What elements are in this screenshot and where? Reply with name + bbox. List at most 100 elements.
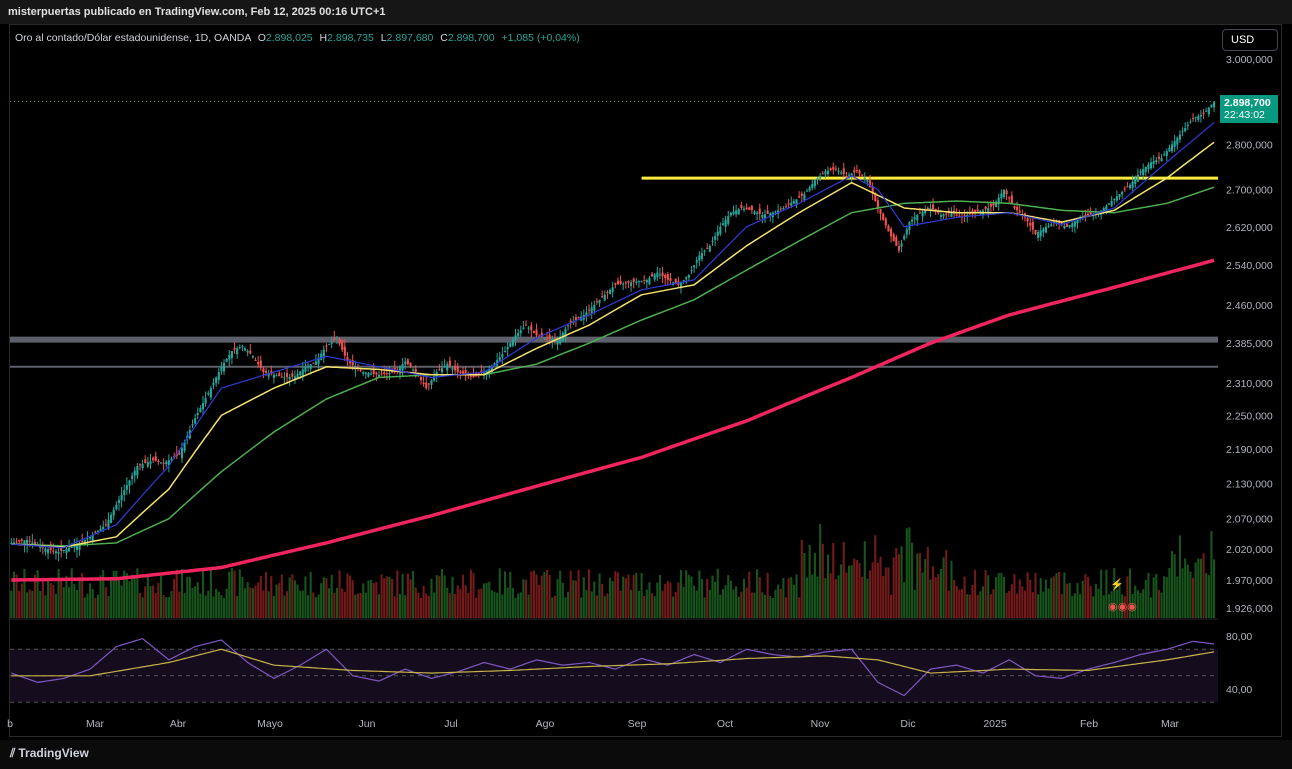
price-axis-label: 2.540,000 bbox=[1226, 260, 1273, 272]
candle-body bbox=[280, 376, 283, 378]
volume-bar bbox=[217, 591, 220, 618]
candle-body bbox=[832, 166, 835, 170]
volume-bar bbox=[23, 568, 26, 618]
candle-body bbox=[78, 542, 81, 550]
volume-bar bbox=[467, 592, 470, 618]
volume-bar bbox=[96, 594, 100, 618]
candle-body bbox=[414, 368, 417, 373]
volume-bar bbox=[1126, 576, 1129, 618]
volume-bar bbox=[695, 590, 698, 618]
last-price: 2.898,700 bbox=[1224, 97, 1271, 109]
volume-bar bbox=[645, 589, 648, 618]
us-flag-events-icon[interactable]: ◉◉◉ bbox=[1108, 601, 1137, 613]
candle-body bbox=[75, 544, 79, 551]
volume-bar bbox=[283, 595, 286, 618]
candle-body bbox=[165, 461, 168, 465]
volume-bar bbox=[120, 585, 123, 618]
candle-body bbox=[1170, 144, 1174, 152]
candle-body bbox=[1013, 206, 1016, 209]
volume-bar bbox=[981, 586, 985, 618]
volume-bar bbox=[503, 571, 507, 618]
volume-bar bbox=[207, 590, 210, 618]
high-key: H bbox=[319, 32, 328, 44]
volume-bar bbox=[304, 576, 307, 618]
currency-button[interactable]: USD bbox=[1222, 29, 1278, 51]
volume-bar bbox=[819, 524, 822, 618]
candle-body bbox=[162, 462, 165, 464]
volume-bar bbox=[451, 576, 454, 618]
candle-body bbox=[1136, 174, 1139, 182]
candle-body bbox=[456, 366, 459, 373]
candle-body bbox=[70, 546, 73, 548]
volume-bar bbox=[26, 592, 29, 618]
volume-bar bbox=[1081, 580, 1084, 618]
volume-bar bbox=[989, 594, 992, 618]
volume-bar bbox=[651, 593, 654, 618]
volume-bar bbox=[511, 588, 514, 618]
candle-body bbox=[1155, 160, 1158, 163]
volume-bar bbox=[519, 592, 522, 618]
volume-bar bbox=[721, 588, 725, 618]
candle-body bbox=[937, 211, 940, 214]
volume-bar bbox=[866, 578, 869, 618]
time-axis-label: Dic bbox=[900, 718, 915, 730]
candle-body bbox=[569, 320, 572, 324]
candle-body bbox=[876, 200, 879, 209]
volume-bar bbox=[1131, 594, 1134, 618]
volume-bar bbox=[47, 578, 50, 618]
candle-body bbox=[1213, 101, 1216, 108]
volume-bar bbox=[170, 591, 173, 618]
candle-body bbox=[380, 373, 383, 375]
candle-body bbox=[1184, 127, 1187, 132]
volume-bar bbox=[548, 574, 551, 618]
time-axis-label: b bbox=[7, 718, 13, 730]
candle-body bbox=[199, 408, 202, 413]
tradingview-logo[interactable]: ⫽ TradingView bbox=[10, 746, 89, 761]
volume-bar bbox=[803, 552, 806, 618]
volume-bar bbox=[1202, 553, 1205, 618]
candle-body bbox=[133, 470, 136, 476]
volume-bar bbox=[740, 591, 743, 618]
volume-bar bbox=[735, 586, 738, 618]
candle-body bbox=[401, 364, 404, 371]
volume-bar bbox=[971, 585, 974, 618]
volume-bar bbox=[861, 576, 864, 618]
volume-bar bbox=[401, 573, 404, 618]
time-axis-label: Nov bbox=[811, 718, 830, 730]
volume-bar bbox=[259, 575, 262, 618]
candle-body bbox=[307, 365, 310, 367]
candle-body bbox=[107, 519, 110, 530]
low-key: L bbox=[380, 32, 387, 44]
volume-bar bbox=[75, 590, 79, 618]
volume-bar bbox=[107, 595, 110, 618]
volume-bar bbox=[950, 560, 953, 618]
candle-body bbox=[477, 373, 480, 375]
volume-bar bbox=[637, 590, 640, 618]
volume-bar bbox=[545, 569, 549, 618]
candle-body bbox=[955, 214, 958, 216]
volume-bar bbox=[1147, 572, 1150, 618]
candle-body bbox=[1018, 210, 1021, 213]
candle-body bbox=[574, 317, 577, 321]
candle-body bbox=[1065, 223, 1069, 227]
bar-countdown: 22:43:02 bbox=[1224, 109, 1265, 121]
volume-bar bbox=[582, 577, 585, 618]
candle-body bbox=[900, 243, 903, 247]
volume-bar bbox=[165, 597, 168, 618]
candle-body bbox=[890, 229, 893, 237]
candle-body bbox=[383, 372, 386, 374]
chart-frame bbox=[9, 24, 1282, 737]
volume-bar bbox=[272, 595, 275, 618]
volume-bar bbox=[543, 572, 546, 618]
candle-body bbox=[1052, 220, 1055, 224]
candle-body bbox=[624, 282, 627, 284]
candle-body bbox=[661, 272, 664, 277]
volume-bar bbox=[320, 583, 323, 618]
candle-body bbox=[1123, 188, 1126, 190]
lightning-icon[interactable]: ⚡ bbox=[1110, 579, 1124, 591]
volume-bar bbox=[1092, 596, 1095, 618]
volume-bar bbox=[892, 557, 895, 618]
candle-body bbox=[840, 172, 843, 174]
volume-bar bbox=[317, 594, 320, 618]
